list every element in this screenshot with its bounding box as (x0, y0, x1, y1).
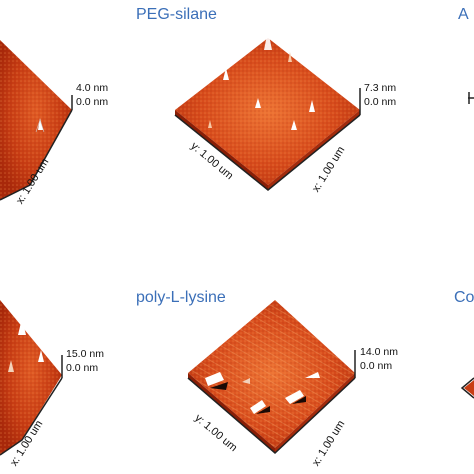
panel-title-bottom-right: Co (454, 289, 474, 306)
z-max-top-middle: 7.3 nm (364, 82, 397, 94)
z-min-top-left: 0.0 nm (76, 96, 109, 108)
panel-title-top-middle: PEG-silane (136, 6, 217, 23)
z-max-bottom-left: 15.0 nm (66, 348, 104, 360)
panel-title-top-right: A (458, 6, 469, 23)
z-min-bottom-left: 0.0 nm (66, 362, 99, 374)
surface-bottom-left (0, 300, 63, 456)
surface-top-left (0, 40, 73, 201)
panel-title-bottom-middle: poly-L-lysine (136, 289, 226, 306)
surface-bottom-middle (187, 300, 356, 455)
z-min-top-middle: 0.0 nm (364, 96, 397, 108)
surface-top-middle (174, 30, 361, 191)
z-max-top-left: 4.0 nm (76, 82, 109, 94)
z-max-bottom-middle: 14.0 nm (360, 346, 398, 358)
z-min-bottom-middle: 0.0 nm (360, 360, 393, 372)
surface-top-right (468, 92, 474, 104)
surface-bottom-right (460, 377, 474, 399)
